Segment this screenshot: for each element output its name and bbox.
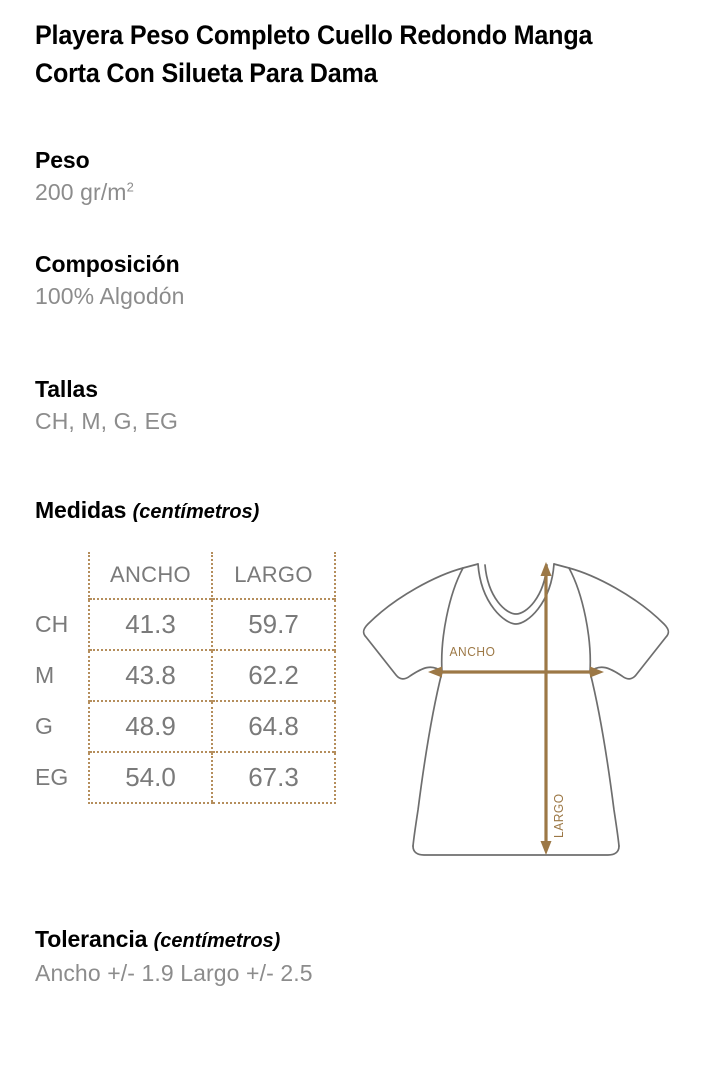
spec-tallas-value: CH, M, G, EG — [35, 408, 179, 434]
spec-tolerancia-value: Ancho +/- 1.9 Largo +/- 2.5 — [35, 960, 313, 986]
spec-tallas-label: Tallas — [35, 376, 98, 402]
size-table: ANCHO LARGO CH 41.3 59.7 M 43.8 62.2 G 4… — [35, 552, 336, 804]
spec-medidas: Medidas (centímetros) — [35, 496, 655, 526]
row-label-ch: CH — [35, 611, 69, 637]
column-header-largo: LARGO — [211, 552, 336, 599]
table-row: CH 41.3 59.7 — [35, 598, 336, 650]
spec-medidas-label: Medidas (centímetros) — [35, 496, 655, 526]
table-header-row: ANCHO LARGO — [35, 552, 336, 599]
product-title: Playera Peso Completo Cuello Redondo Man… — [35, 20, 593, 88]
spec-peso-superscript: 2 — [126, 179, 134, 195]
table-row: EG 54.0 67.3 — [35, 751, 336, 804]
row-label-m: M — [35, 662, 55, 688]
tshirt-outline — [362, 563, 670, 856]
spec-tallas: Tallas CH, M, G, EG — [35, 375, 655, 436]
cell-m-largo: 62.2 — [211, 649, 336, 701]
spec-tolerancia-label: Tolerancia (centímetros) — [35, 925, 655, 955]
table-row: M 43.8 62.2 — [35, 649, 336, 701]
table-corner-cell — [35, 552, 89, 599]
spec-composicion: Composición 100% Algodón — [35, 250, 655, 311]
spec-composicion-label: Composición — [35, 251, 180, 277]
cell-ch-ancho: 41.3 — [88, 598, 212, 650]
spec-peso: Peso 200 gr/m2 — [35, 146, 655, 207]
cell-ch-largo: 59.7 — [211, 598, 336, 650]
cell-eg-ancho: 54.0 — [88, 751, 212, 804]
spec-tolerancia-unit: (centímetros) — [153, 930, 281, 952]
tshirt-diagram: ANCHO LARGO — [352, 548, 692, 868]
cell-g-largo: 64.8 — [211, 700, 336, 752]
cell-m-ancho: 43.8 — [88, 649, 212, 701]
spec-tolerancia-label-text: Tolerancia — [35, 926, 148, 952]
ancho-arrow — [428, 666, 604, 678]
row-label-eg: EG — [35, 764, 69, 790]
cell-g-ancho: 48.9 — [88, 700, 212, 752]
spec-peso-value: 200 gr/m2 — [35, 177, 655, 207]
spec-peso-value-text: 200 gr/m — [35, 179, 127, 205]
spec-medidas-label-text: Medidas — [35, 497, 127, 523]
spec-peso-label: Peso — [35, 147, 90, 173]
largo-label: LARGO — [552, 793, 567, 838]
largo-arrow — [540, 562, 552, 855]
spec-composicion-value: 100% Algodón — [35, 283, 185, 309]
size-table-container: ANCHO LARGO CH 41.3 59.7 M 43.8 62.2 G 4… — [35, 552, 336, 804]
column-header-ancho: ANCHO — [88, 552, 212, 599]
cell-eg-largo: 67.3 — [211, 751, 336, 804]
spec-tolerancia: Tolerancia (centímetros) Ancho +/- 1.9 L… — [35, 925, 655, 988]
table-row: G 48.9 64.8 — [35, 700, 336, 752]
row-label-g: G — [35, 713, 53, 739]
spec-medidas-unit: (centímetros) — [132, 501, 260, 523]
ancho-label: ANCHO — [450, 645, 496, 660]
